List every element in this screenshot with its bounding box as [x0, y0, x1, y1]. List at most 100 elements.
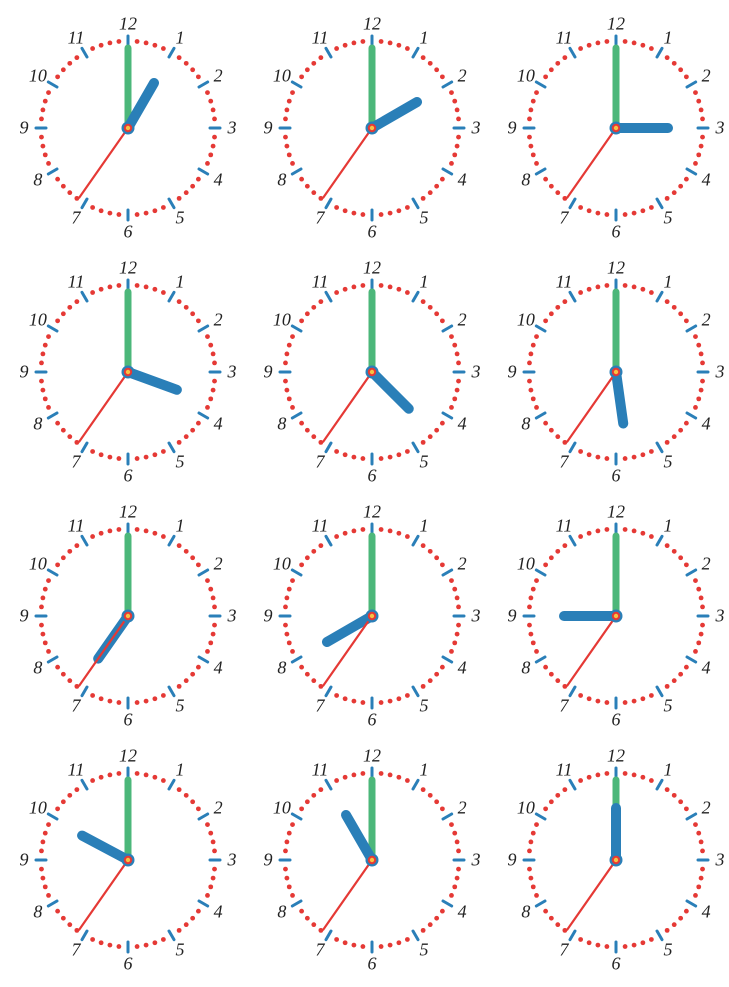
hour-hand	[372, 372, 409, 409]
clock-numeral: 5	[420, 940, 429, 961]
clock-numeral: 11	[312, 27, 329, 48]
clock-numeral: 6	[124, 710, 133, 731]
clock-numeral: 5	[176, 696, 185, 717]
clock-numeral: 7	[316, 696, 325, 717]
second-hand	[567, 616, 616, 686]
clock-numeral: 2	[458, 554, 467, 575]
hour-hand	[128, 83, 154, 128]
clock-numeral: 1	[664, 27, 673, 48]
analog-clock: 121234567891011	[250, 738, 494, 982]
clock-numeral: 4	[458, 902, 467, 923]
clock-numeral: 11	[312, 271, 329, 292]
clock-numeral: 3	[716, 362, 725, 383]
clock-cell: 121234567891011	[250, 494, 494, 738]
clock-numeral: 6	[612, 954, 621, 975]
clock-numeral: 4	[458, 170, 467, 191]
second-hand	[79, 128, 128, 198]
clock-numeral: 1	[176, 271, 185, 292]
clock-numeral: 2	[702, 554, 711, 575]
clock-numeral: 8	[521, 170, 530, 191]
clock-face	[6, 6, 250, 250]
clock-numeral: 10	[273, 66, 291, 87]
clock-cell: 121234567891011	[6, 494, 250, 738]
clock-numeral: 8	[277, 902, 286, 923]
analog-clock: 121234567891011	[6, 6, 250, 250]
clock-face	[250, 6, 494, 250]
clock-cell: 121234567891011	[250, 738, 494, 982]
analog-clock: 121234567891011	[250, 494, 494, 738]
clock-numeral: 1	[664, 515, 673, 536]
clock-numeral: 4	[702, 658, 711, 679]
clock-numeral: 11	[556, 515, 573, 536]
clock-numeral: 3	[472, 850, 481, 871]
second-hand	[323, 372, 372, 442]
clock-numeral: 8	[277, 414, 286, 435]
clock-numeral: 9	[20, 850, 29, 871]
clock-numeral: 2	[702, 798, 711, 819]
clock-numeral: 12	[363, 258, 381, 279]
clock-face	[250, 494, 494, 738]
clock-numeral: 6	[368, 954, 377, 975]
clock-face	[494, 494, 729, 738]
analog-clock: 121234567891011	[494, 6, 729, 250]
clock-numeral: 9	[264, 850, 273, 871]
clock-face	[494, 6, 729, 250]
clock-numeral: 5	[420, 208, 429, 229]
clock-numeral: 12	[119, 258, 137, 279]
clock-numeral: 2	[702, 310, 711, 331]
clock-numeral: 6	[612, 466, 621, 487]
clock-numeral: 10	[517, 798, 535, 819]
clock-numeral: 11	[556, 759, 573, 780]
clock-numeral: 7	[316, 452, 325, 473]
clock-numeral: 1	[664, 759, 673, 780]
clock-numeral: 10	[29, 66, 47, 87]
clock-numeral: 4	[214, 414, 223, 435]
clock-numeral: 12	[607, 746, 625, 767]
clock-numeral: 12	[119, 746, 137, 767]
hour-hand	[616, 372, 623, 423]
clock-grid-page: 1212345678910111212345678910111212345678…	[0, 0, 729, 980]
clock-numeral: 9	[508, 606, 517, 627]
second-hand	[79, 616, 128, 686]
clock-numeral: 9	[508, 362, 517, 383]
clock-numeral: 10	[517, 66, 535, 87]
clock-numeral: 6	[612, 710, 621, 731]
clock-numeral: 12	[607, 258, 625, 279]
clock-numeral: 10	[29, 554, 47, 575]
clock-cell: 121234567891011	[250, 250, 494, 494]
clock-numeral: 2	[214, 310, 223, 331]
clock-numeral: 9	[264, 362, 273, 383]
clock-numeral: 7	[560, 208, 569, 229]
clock-numeral: 5	[664, 696, 673, 717]
clock-numeral: 12	[363, 502, 381, 523]
clock-numeral: 12	[363, 746, 381, 767]
clock-numeral: 7	[560, 696, 569, 717]
clock-grid: 1212345678910111212345678910111212345678…	[0, 0, 729, 980]
clock-numeral: 6	[368, 466, 377, 487]
clock-numeral: 10	[517, 310, 535, 331]
analog-clock: 121234567891011	[6, 738, 250, 982]
clock-numeral: 2	[214, 798, 223, 819]
clock-numeral: 3	[716, 118, 725, 139]
clock-numeral: 4	[214, 902, 223, 923]
analog-clock: 121234567891011	[6, 250, 250, 494]
clock-face	[494, 250, 729, 494]
clock-numeral: 11	[556, 271, 573, 292]
analog-clock: 121234567891011	[250, 250, 494, 494]
clock-numeral: 3	[716, 850, 725, 871]
clock-numeral: 12	[119, 502, 137, 523]
clock-numeral: 2	[214, 554, 223, 575]
clock-numeral: 5	[420, 452, 429, 473]
clock-numeral: 11	[312, 515, 329, 536]
clock-cell: 121234567891011	[6, 6, 250, 250]
clock-numeral: 10	[273, 798, 291, 819]
clock-numeral: 6	[124, 222, 133, 243]
clock-numeral: 1	[176, 27, 185, 48]
clock-numeral: 6	[124, 954, 133, 975]
clock-numeral: 1	[420, 759, 429, 780]
clock-numeral: 12	[119, 14, 137, 35]
clock-numeral: 7	[72, 696, 81, 717]
clock-face	[494, 738, 729, 982]
clock-numeral: 7	[72, 208, 81, 229]
clock-numeral: 8	[277, 658, 286, 679]
